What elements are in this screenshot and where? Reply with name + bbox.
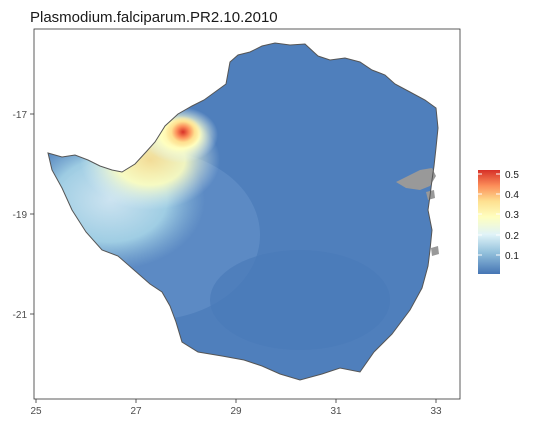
legend-label: 0.3	[505, 210, 519, 221]
y-tick-label: -19	[13, 210, 28, 221]
missing-data-patch	[396, 168, 436, 190]
legend-label: 0.4	[505, 190, 519, 201]
x-tick-label: 27	[130, 406, 142, 417]
legend-label: 0.2	[505, 231, 519, 242]
map-title: Plasmodium.falciparum.PR2.10.2010	[30, 9, 278, 26]
x-tick-label: 25	[30, 406, 42, 417]
x-tick-label: 31	[330, 406, 342, 417]
legend-colorbar	[478, 170, 500, 274]
legend-label: 0.1	[505, 251, 519, 262]
y-tick-label: -17	[13, 110, 28, 121]
x-tick-label: 29	[230, 406, 242, 417]
prevalence-hotspot	[165, 116, 201, 148]
missing-data-patch	[431, 246, 439, 256]
y-tick-label: -21	[13, 310, 28, 321]
x-tick-label: 33	[430, 406, 442, 417]
legend-label: 0.5	[505, 170, 519, 181]
